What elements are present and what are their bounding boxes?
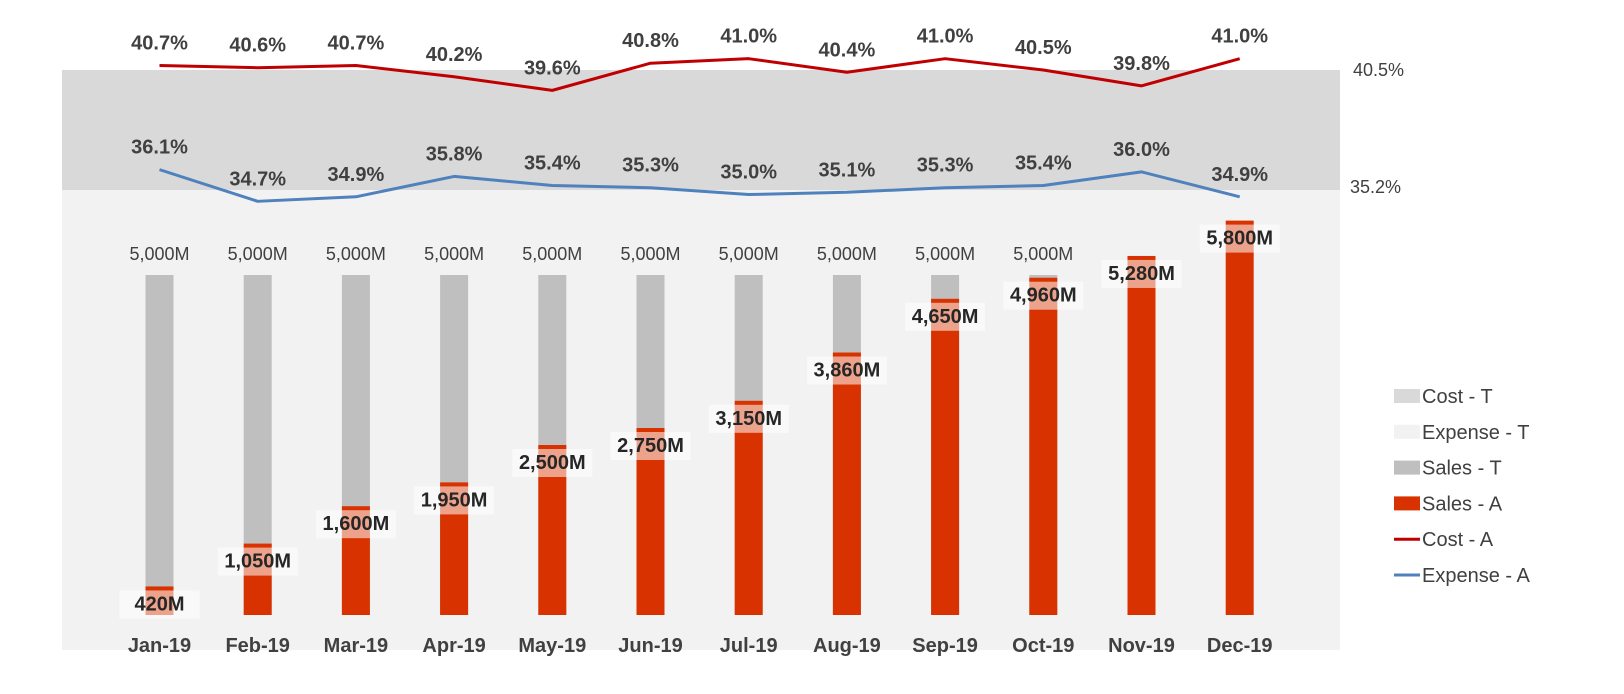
- sales-actual-label-bg: [217, 547, 298, 576]
- sales-actual-label: 1,600M: [323, 513, 390, 535]
- sales-actual-label: 420M: [134, 593, 184, 615]
- sales-actual-label: 3,860M: [814, 360, 881, 382]
- sales-actual-label-bg: [1101, 259, 1182, 288]
- sales-target-label: 5,000M: [620, 244, 680, 264]
- sales-actual-label-bg: [806, 356, 887, 385]
- expense-target-label: 35.2%: [1350, 177, 1401, 197]
- sales-actual-label: 1,050M: [224, 551, 291, 573]
- legend: Cost - T Expense - T Sales - T Sales - A Cos…: [1394, 386, 1531, 587]
- cost-target-label: 40.5%: [1353, 60, 1404, 80]
- x-tick-label: Nov-19: [1108, 635, 1175, 657]
- sales-actual-label-bg: [708, 404, 789, 433]
- sales-target-label: 5,000M: [522, 244, 582, 264]
- sales-actual-label: 4,650M: [912, 306, 979, 328]
- legend-label: Sales - A: [1422, 493, 1503, 515]
- cost-actual-label: 40.7%: [328, 32, 385, 54]
- sales-actual-label: 2,500M: [519, 452, 586, 474]
- sales-target-label: 5,000M: [817, 244, 877, 264]
- sales-target-label: 5,000M: [129, 244, 189, 264]
- cost-actual-label: 40.2%: [426, 44, 483, 66]
- cost-actual-label: 40.6%: [229, 35, 286, 57]
- cost-actual-label: 41.0%: [720, 26, 777, 48]
- x-tick-label: Jul-19: [720, 635, 778, 657]
- sales-target-label: 5,000M: [719, 244, 779, 264]
- x-tick-label: Sep-19: [912, 635, 978, 657]
- cost-actual-label: 40.8%: [622, 30, 679, 52]
- sales-actual-bar: [832, 352, 861, 615]
- sales-actual-label: 4,960M: [1010, 285, 1077, 307]
- sales-target-label: 5,000M: [228, 244, 288, 264]
- sales-actual-label-bg: [1003, 281, 1084, 310]
- x-tick-label: Mar-19: [324, 635, 388, 657]
- legend-label: Expense - T: [1422, 422, 1529, 444]
- expense-actual-label: 35.3%: [622, 155, 679, 177]
- expense-actual-label: 35.1%: [819, 159, 876, 181]
- cost-actual-label: 40.7%: [131, 32, 188, 54]
- legend-label: Cost - A: [1422, 529, 1494, 551]
- legend-label: Sales - T: [1422, 458, 1502, 480]
- sales-actual-label: 5,800M: [1206, 228, 1273, 250]
- sales-actual-label: 1,950M: [421, 489, 488, 511]
- expense-actual-label: 34.7%: [229, 168, 286, 190]
- x-tick-label: Dec-19: [1207, 635, 1273, 657]
- sales-actual-label-bg: [1199, 224, 1280, 253]
- sales-actual-label: 5,280M: [1108, 263, 1175, 285]
- expense-actual-label: 34.9%: [328, 164, 385, 186]
- cost-actual-label: 41.0%: [917, 26, 974, 48]
- sales-actual-label-bg: [414, 486, 495, 515]
- legend-swatch: [1394, 496, 1420, 511]
- sales-actual-label-bg: [905, 302, 986, 331]
- data-labels: 40.5% 35.2% 5,000M 420M 5,000M 1,050M 5,000M 1,…: [119, 26, 1404, 619]
- cost-actual-label: 41.0%: [1211, 26, 1268, 48]
- expense-actual-line: [159, 168, 1241, 203]
- sales-actual-bar: [931, 298, 960, 615]
- sales-actual-bar: [734, 400, 763, 615]
- cost-actual-label: 39.8%: [1113, 53, 1170, 75]
- sales-actual-label: 2,750M: [617, 435, 684, 457]
- sales-actual-bar: [1225, 220, 1254, 615]
- legend-label: Cost - T: [1422, 386, 1493, 408]
- cost-actual-label: 39.6%: [524, 57, 581, 79]
- x-tick-label: Feb-19: [225, 635, 289, 657]
- sales-target-bar: [145, 275, 174, 615]
- sales-actual-label-bg: [119, 590, 200, 619]
- sales-target-label: 5,000M: [915, 244, 975, 264]
- x-tick-label: Aug-19: [813, 635, 881, 657]
- cost-actual-line: [159, 57, 1241, 92]
- sales-actual-label-bg: [512, 449, 593, 477]
- expense-actual-label: 35.0%: [720, 162, 777, 184]
- sales-actual-label-bg: [610, 432, 691, 460]
- x-tick-label: Apr-19: [422, 635, 485, 657]
- expense-actual-label: 35.4%: [524, 152, 581, 174]
- cost-actual-label: 40.5%: [1015, 37, 1072, 59]
- expense-actual-label: 35.8%: [426, 143, 483, 165]
- cost-target-band: [62, 70, 1340, 190]
- sales-actual-label: 3,150M: [715, 408, 782, 430]
- x-tick-label: Oct-19: [1012, 635, 1074, 657]
- sales-target-label: 5,000M: [424, 244, 484, 264]
- legend-swatch: [1394, 460, 1420, 475]
- x-axis-categories: Jan-19 Feb-19 Mar-19 Apr-19 May-19 Jun-19 Jul-…: [128, 635, 1273, 657]
- x-tick-label: Jan-19: [128, 635, 191, 657]
- sales-actual-label-bg: [315, 510, 396, 539]
- percentage-lines: [159, 57, 1241, 203]
- cost-actual-label: 40.4%: [819, 39, 876, 61]
- legend-swatch: [1394, 389, 1420, 403]
- sales-target-label: 5,000M: [1013, 244, 1073, 264]
- legend-label: Expense - A: [1422, 565, 1531, 587]
- sales-target-label: 5,000M: [326, 244, 386, 264]
- x-tick-label: Jun-19: [618, 635, 682, 657]
- x-tick-label: May-19: [518, 635, 586, 657]
- expense-actual-label: 36.0%: [1113, 139, 1170, 161]
- expense-actual-label: 34.9%: [1211, 164, 1268, 186]
- expense-actual-label: 35.4%: [1015, 152, 1072, 174]
- sales-actual-bar: [1029, 277, 1058, 615]
- legend-swatch: [1394, 424, 1420, 439]
- sales-actual-bar: [1127, 255, 1156, 615]
- expense-actual-label: 35.3%: [917, 155, 974, 177]
- expense-actual-label: 36.1%: [131, 137, 188, 159]
